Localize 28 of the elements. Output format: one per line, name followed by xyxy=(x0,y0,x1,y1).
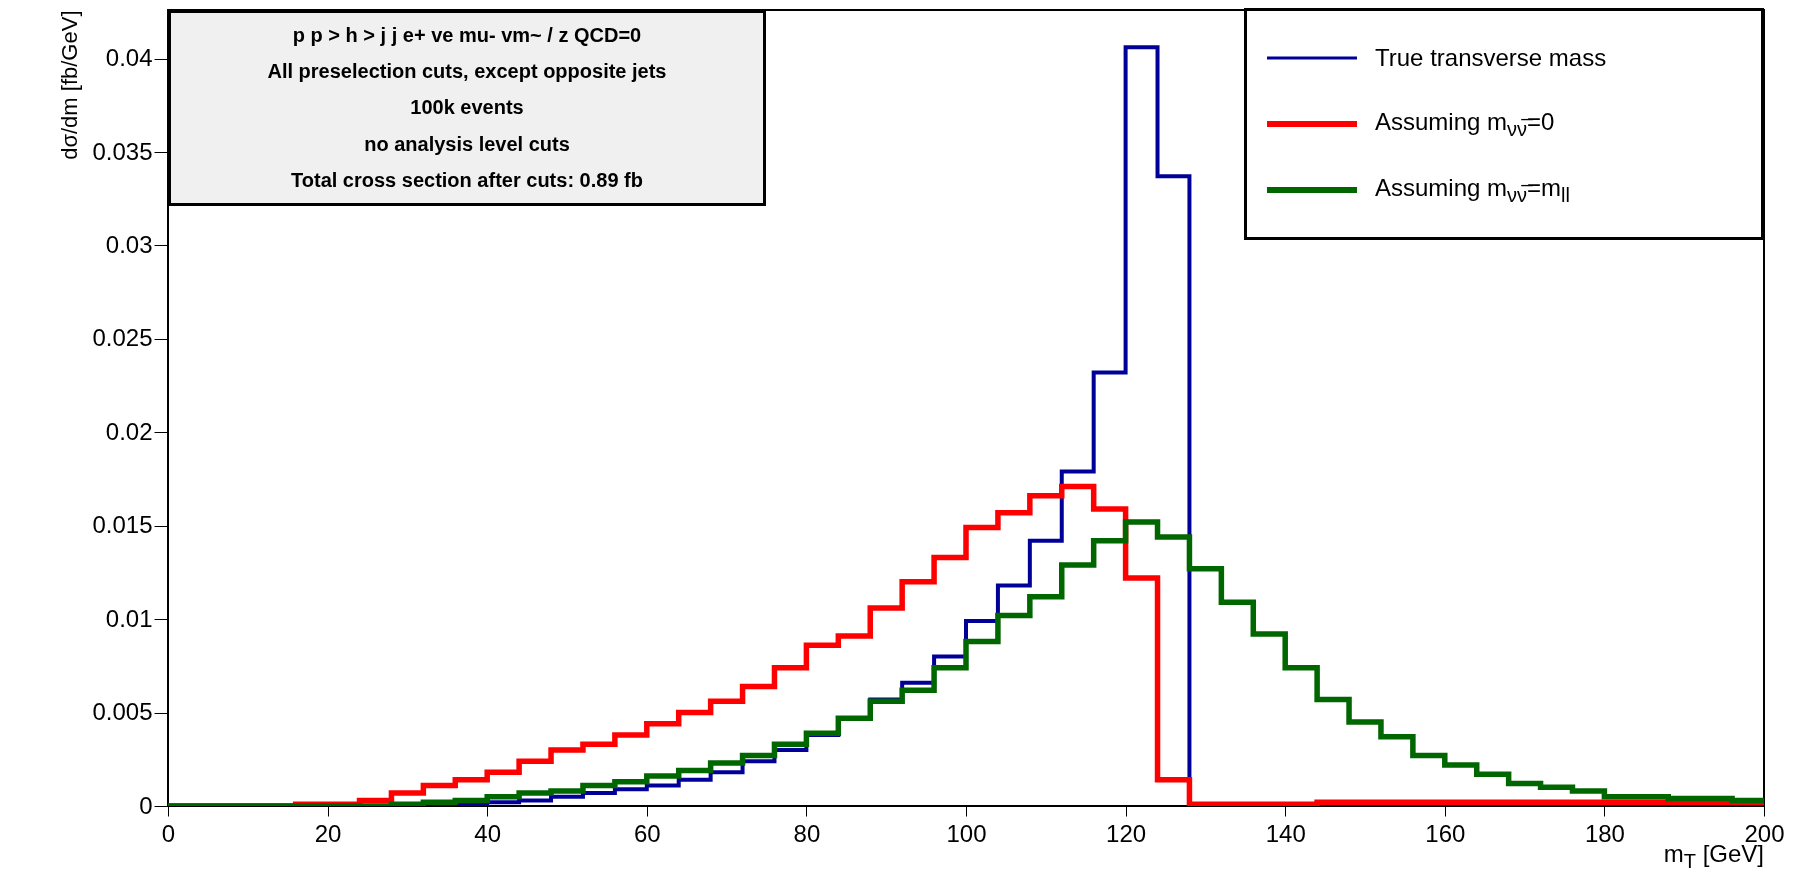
x-tick-label: 80 xyxy=(793,819,821,847)
x-tick-label: 100 xyxy=(946,819,987,847)
y-tick-label: 0.035 xyxy=(92,137,153,165)
annotation: Total cross section after cuts: 0.89 fb xyxy=(290,169,644,193)
x-tick-label: 180 xyxy=(1584,819,1625,847)
x-tick-label: 20 xyxy=(314,819,342,847)
y-tick-label: 0.01 xyxy=(105,604,153,632)
y-tick-label: 0.025 xyxy=(92,324,153,352)
legend-label: Assuming m$_{νν̅}$=m$_{ll}$ xyxy=(1375,173,1570,207)
y-axis-title: dσ/dm [fb/GeV] xyxy=(57,10,83,160)
x-tick-label: 60 xyxy=(633,819,661,847)
annotation: All preselection cuts, except opposite jets xyxy=(266,60,668,84)
x-tick-label: 0 xyxy=(161,819,176,847)
x-tick-label: 120 xyxy=(1106,819,1147,847)
legend-label: Assuming m$_{νν̅}$=0 xyxy=(1375,107,1555,141)
y-tick-label: 0.03 xyxy=(105,230,153,258)
y-tick-label: 0 xyxy=(139,791,153,819)
y-tick-label: 0.02 xyxy=(105,417,153,445)
x-tick-label: 160 xyxy=(1425,819,1466,847)
annotation: no analysis level cuts xyxy=(363,132,571,156)
legend-label: True transverse mass xyxy=(1375,44,1607,72)
x-tick-label: 140 xyxy=(1265,819,1306,847)
y-tick-label: 0.04 xyxy=(105,44,153,72)
y-tick-label: 0.005 xyxy=(92,698,153,726)
annotation: p p > h > j j e+ ve mu- vm~ / z QCD=0 xyxy=(291,23,643,47)
annotation: 100k events xyxy=(409,96,525,120)
x-tick-label: 40 xyxy=(474,819,502,847)
y-tick-label: 0.015 xyxy=(92,511,153,539)
